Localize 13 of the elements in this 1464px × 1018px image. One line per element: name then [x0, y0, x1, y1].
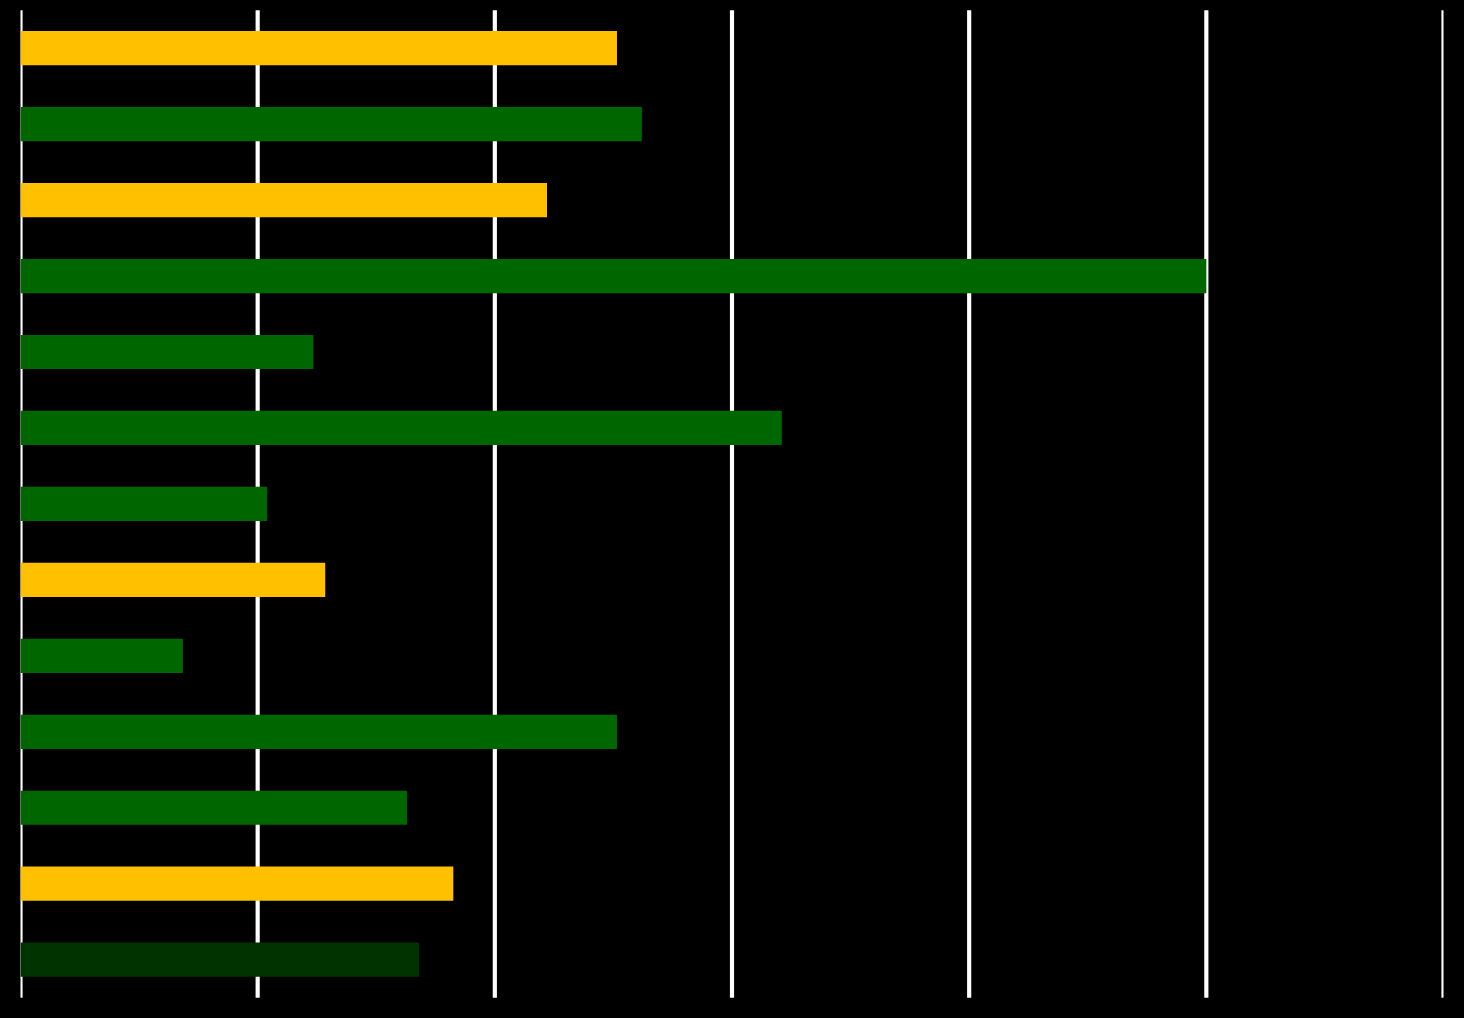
bar	[20, 334, 314, 370]
bar	[20, 942, 419, 977]
bar	[20, 562, 326, 597]
bar	[20, 107, 642, 142]
bar	[20, 790, 408, 825]
bar	[20, 31, 617, 66]
bar	[20, 638, 183, 673]
bar	[20, 258, 1207, 294]
bar	[20, 714, 617, 749]
bar	[20, 182, 548, 218]
bar	[20, 486, 268, 521]
bar	[20, 410, 782, 446]
bar	[20, 866, 454, 901]
